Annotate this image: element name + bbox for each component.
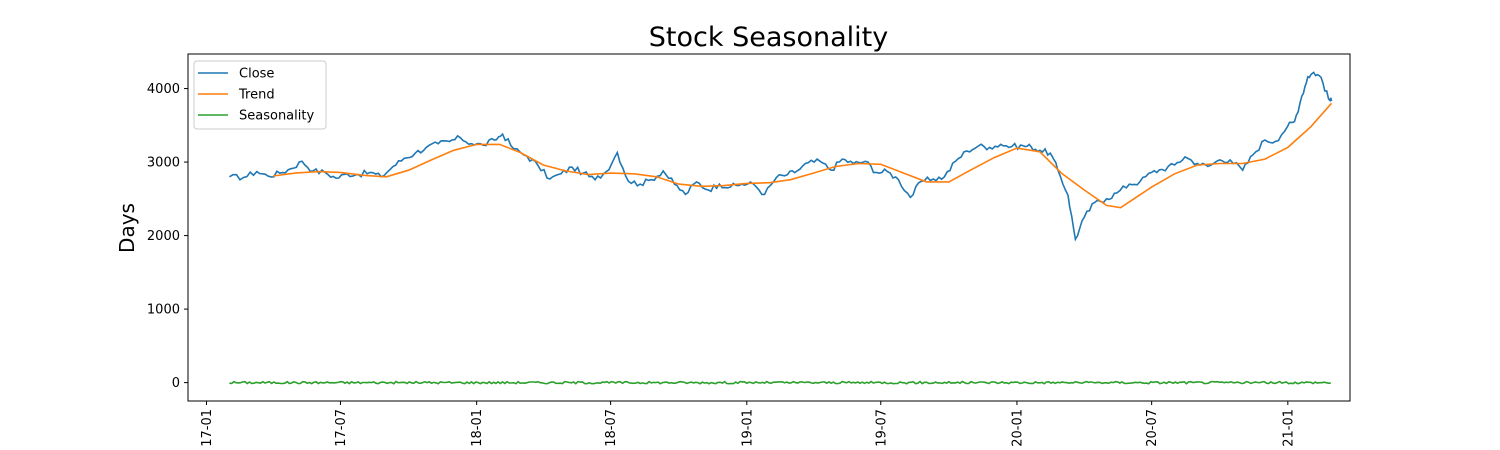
y-tick-label: 4000 bbox=[147, 82, 180, 97]
legend-seasonality-label: Seasonality bbox=[239, 109, 314, 124]
series-close-line bbox=[228, 71, 1333, 242]
x-tick-label: 19-07 bbox=[874, 409, 889, 447]
series-trend-line bbox=[272, 102, 1333, 209]
y-axis-label: Days bbox=[115, 203, 139, 253]
plot-frame bbox=[187, 53, 1351, 402]
chart-title: Stock Seasonality bbox=[649, 22, 888, 53]
series-lines bbox=[228, 71, 1333, 385]
x-tick-label: 17-07 bbox=[334, 409, 349, 447]
x-tick-label: 18-07 bbox=[604, 409, 619, 447]
x-tick-label: 21-01 bbox=[1281, 409, 1296, 447]
x-tick-label: 20-07 bbox=[1145, 409, 1160, 447]
legend-trend-label: Trend bbox=[238, 88, 275, 103]
axis-ticks: 17-01 17-07 18-01 18-07 19-01 19-07 20-01 20-07… bbox=[147, 82, 1296, 447]
series-seasonality-line bbox=[229, 380, 1331, 385]
x-tick-label: 18-01 bbox=[470, 409, 485, 447]
legend-close-label: Close bbox=[239, 67, 274, 82]
y-tick-label: 3000 bbox=[147, 156, 180, 171]
legend: Close Trend Seasonality bbox=[193, 60, 327, 130]
y-tick-label: 1000 bbox=[147, 303, 180, 318]
x-tick-label: 20-01 bbox=[1010, 409, 1025, 447]
y-tick-label: 0 bbox=[172, 376, 180, 391]
y-tick-label: 2000 bbox=[147, 229, 180, 244]
x-tick-label: 17-01 bbox=[200, 409, 215, 447]
legend-box bbox=[193, 60, 327, 130]
x-tick-label: 19-01 bbox=[740, 409, 755, 447]
